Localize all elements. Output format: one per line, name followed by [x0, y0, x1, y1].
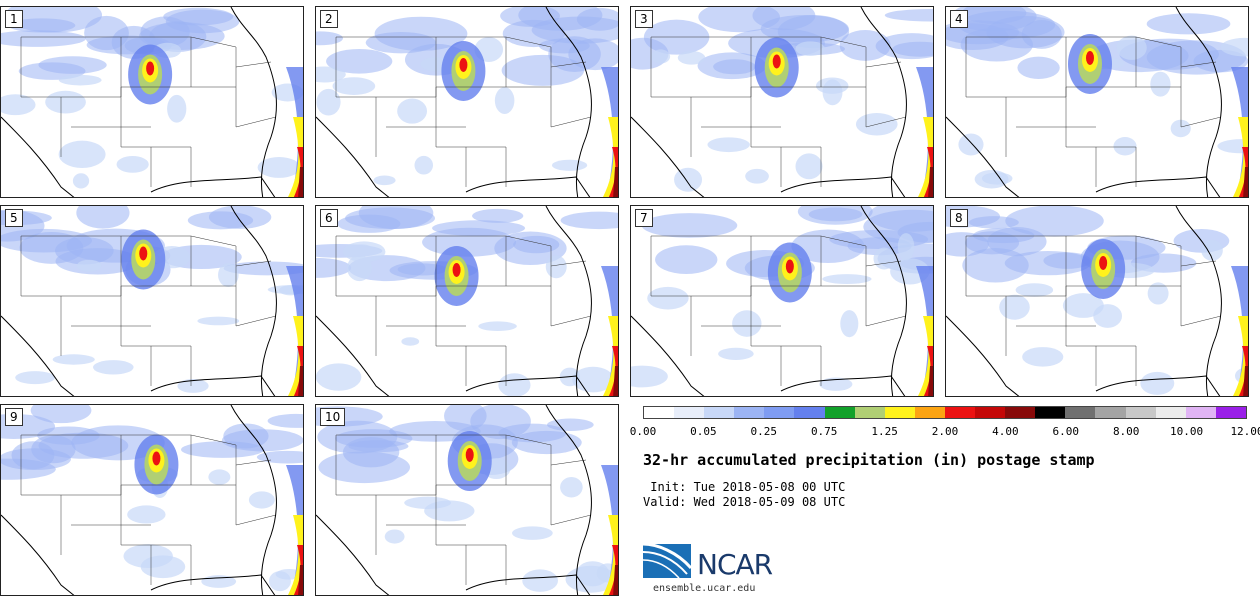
member-number: 1: [5, 10, 23, 28]
coastline: [316, 7, 592, 197]
colorbar-swatch: [1125, 407, 1156, 418]
state-borders: [965, 235, 1222, 386]
member-number: 2: [320, 10, 338, 28]
state-borders: [650, 235, 907, 386]
precip-fill: [631, 7, 933, 197]
state-borders: [335, 235, 592, 386]
coastline: [316, 405, 592, 595]
precip-map: [631, 206, 933, 396]
colorbar-swatch: [704, 407, 735, 418]
chart-title: 32-hr accumulated precipitation (in) pos…: [643, 451, 1095, 469]
member-number: 3: [635, 10, 653, 28]
colorbar-swatch: [644, 407, 675, 418]
member-number: 10: [320, 408, 346, 426]
coastline: [1, 206, 277, 396]
colorbar-swatch: [764, 407, 795, 418]
precip-map: [316, 405, 618, 595]
postage-stamp-panel: 4: [945, 6, 1249, 198]
member-number: 4: [950, 10, 968, 28]
precip-map: [1, 7, 303, 197]
colorbar-swatch: [824, 407, 855, 418]
init-time: Init: Tue 2018-05-08 00 UTC: [643, 480, 846, 494]
colorbar-swatch: [1185, 407, 1216, 418]
ncar-logo-icon: [643, 542, 693, 579]
coastline: [316, 206, 592, 396]
coastline: [946, 206, 1222, 396]
postage-stamp-panel: 3: [630, 6, 934, 198]
state-borders: [20, 36, 277, 187]
state-borders: [965, 36, 1222, 187]
colorbar-swatch: [884, 407, 915, 418]
colorbar-tick-label: 8.00: [1112, 425, 1140, 438]
colorbar-tick-label: 0.25: [750, 425, 778, 438]
precip-fill: [946, 7, 1248, 197]
colorbar-tick-label: 12.00: [1230, 425, 1260, 438]
colorbar-swatch: [674, 407, 705, 418]
colorbar-swatch: [1065, 407, 1096, 418]
precip-map: [316, 206, 618, 396]
postage-stamp-panel: 10: [315, 404, 619, 596]
colorbar-tick-label: 1.25: [871, 425, 898, 438]
website-label: ensemble.ucar.edu: [653, 583, 756, 594]
member-number: 9: [5, 408, 23, 426]
colorbar-swatch: [1005, 407, 1036, 418]
state-borders: [20, 235, 277, 386]
precip-colorbar: [643, 406, 1247, 419]
precip-fill: [631, 206, 933, 396]
precip-fill: [1, 7, 303, 197]
colorbar-swatch: [734, 407, 765, 418]
colorbar-swatch: [1155, 407, 1186, 418]
valid-time: Valid: Wed 2018-05-09 08 UTC: [643, 495, 846, 509]
postage-stamp-panel: 1: [0, 6, 304, 198]
coastline: [631, 206, 907, 396]
colorbar-swatch: [975, 407, 1006, 418]
member-number: 6: [320, 209, 338, 227]
colorbar-tick-label: 0.00: [629, 425, 657, 438]
colorbar-swatch: [1215, 407, 1246, 418]
colorbar-swatch: [1095, 407, 1126, 418]
member-number: 8: [950, 209, 968, 227]
colorbar-tick-label: 4.00: [992, 425, 1019, 438]
colorbar-swatch: [854, 407, 885, 418]
coastline: [946, 7, 1222, 197]
postage-stamp-panel: 6: [315, 205, 619, 397]
state-borders: [335, 36, 592, 187]
coastline: [1, 7, 277, 197]
colorbar-swatch: [914, 407, 945, 418]
colorbar-tick-label: 6.00: [1052, 425, 1080, 438]
coastline: [631, 7, 907, 197]
colorbar-tick-label: 2.00: [931, 425, 959, 438]
precip-map: [631, 7, 933, 197]
precip-fill: [316, 7, 618, 197]
colorbar-swatch: [944, 407, 976, 418]
postage-stamp-panel: 5: [0, 205, 304, 397]
colorbar-tick-label: 0.05: [690, 425, 717, 438]
colorbar-swatch: [1035, 407, 1066, 418]
colorbar-swatch: [794, 407, 825, 418]
precip-fill: [316, 405, 618, 595]
precip-map: [316, 7, 618, 197]
ncar-logo-text: NCAR: [697, 548, 773, 581]
colorbar-tick-label: 0.75: [810, 425, 838, 438]
member-number: 7: [635, 209, 653, 227]
postage-stamp-panel: 2: [315, 6, 619, 198]
colorbar-tick-label: 10.00: [1170, 425, 1204, 438]
coastline: [1, 405, 277, 595]
precip-fill: [1, 206, 303, 396]
precip-map: [1, 405, 303, 595]
postage-stamp-panel: 9: [0, 404, 304, 596]
precip-fill: [946, 206, 1248, 396]
state-borders: [650, 36, 907, 187]
precip-map: [1, 206, 303, 396]
member-number: 5: [5, 209, 23, 227]
precip-map: [946, 206, 1248, 396]
postage-stamp-panel: 7: [630, 205, 934, 397]
precip-fill: [316, 206, 618, 396]
postage-stamp-panel: 8: [945, 205, 1249, 397]
precip-map: [946, 7, 1248, 197]
state-borders: [20, 434, 277, 585]
precip-fill: [1, 405, 303, 595]
state-borders: [335, 434, 592, 585]
